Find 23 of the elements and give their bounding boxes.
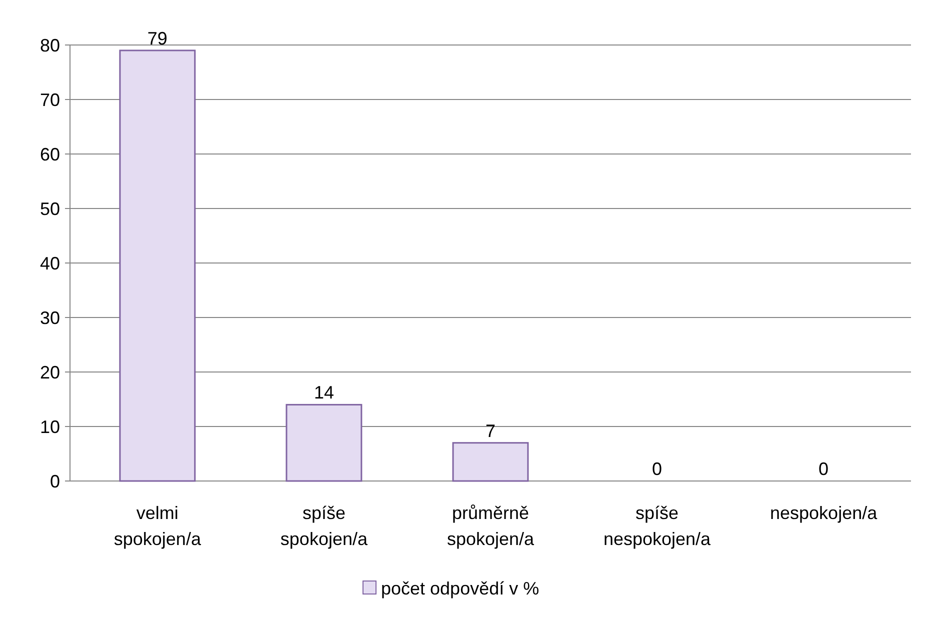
y-tick-label: 0 bbox=[50, 471, 60, 492]
data-label: 7 bbox=[485, 420, 496, 441]
y-tick-label: 50 bbox=[40, 198, 60, 219]
data-label: 0 bbox=[652, 459, 662, 479]
x-tick-label: spíše spokojen/a bbox=[280, 503, 368, 549]
y-tick-label: 20 bbox=[40, 362, 60, 382]
x-tick-label: nespokojen/a bbox=[770, 503, 878, 523]
bar bbox=[119, 50, 196, 482]
x-tick-label: velmi spokojen/a bbox=[114, 503, 202, 549]
bar bbox=[286, 404, 362, 482]
data-label: 0 bbox=[818, 459, 829, 479]
bar bbox=[452, 442, 529, 482]
y-tick-label: 70 bbox=[40, 90, 60, 110]
y-tick-label: 40 bbox=[40, 253, 60, 274]
y-tick-label: 80 bbox=[40, 35, 60, 56]
y-tick-label: 30 bbox=[40, 308, 60, 328]
x-tick-label: spíše nespokojen/a bbox=[603, 503, 712, 549]
legend-label: počet odpovědí v % bbox=[381, 578, 540, 598]
data-label: 79 bbox=[147, 28, 168, 48]
data-label: 14 bbox=[314, 382, 334, 403]
y-tick-label: 60 bbox=[40, 144, 60, 164]
y-tick-label: 10 bbox=[40, 416, 60, 437]
x-tick-label: průměrně spokojen/a bbox=[446, 503, 536, 549]
